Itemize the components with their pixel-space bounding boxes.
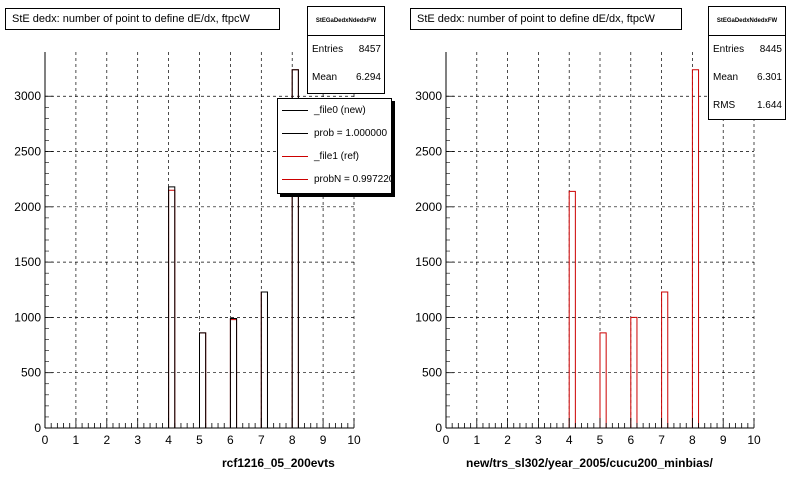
legend-label: prob = 1.000000 [314,128,388,139]
histogram-bar [630,316,638,428]
left-stats-title: StEGaDedxNdedxFW [308,7,384,36]
x-tick-label: 0 [443,433,450,447]
histogram-bar [199,332,207,428]
x-tick-label: 3 [535,433,542,447]
left-stats-mean-label: Mean [312,72,338,83]
histogram-bar [168,189,176,428]
legend-swatch [282,110,308,111]
left-plot-title: StE dedx: number of point to define dE/d… [5,8,280,30]
x-tick-label: 9 [320,433,327,447]
right-stats-mean: Mean 6.301 [709,64,785,92]
x-tick-label: 6 [227,433,234,447]
x-tick-label: 5 [196,433,203,447]
right-stats-mean-value: 6.301 [756,72,782,83]
y-tick-label: 500 [422,366,442,380]
x-tick-label: 1 [473,433,480,447]
legend-item-file0: _file0 (new) [278,99,391,122]
x-tick-label: 1 [73,433,80,447]
x-tick-label: 6 [627,433,634,447]
legend-label: _file1 (ref) [314,151,360,162]
y-tick-label: 1500 [14,255,41,269]
x-tick-label: 2 [504,433,511,447]
histogram-bar [199,332,207,428]
histogram-bar [599,332,607,428]
legend-swatch [282,156,308,157]
left-stats-box: StEGaDedxNdedxFW Entries 8457 Mean 6.294 [307,6,385,94]
x-tick-label: 9 [720,433,727,447]
x-tick-label: 8 [689,433,696,447]
y-tick-label: 1000 [415,310,442,324]
legend-item-file1: _file1 (ref) [278,145,391,168]
right-plot-title: StE dedx: number of point to define dE/d… [410,8,682,30]
legend-item-probn: probN = 0.997220 [278,168,391,191]
left-stats-entries: Entries 8457 [308,36,384,64]
y-tick-label: 2500 [415,145,442,159]
histogram-bar [260,291,268,428]
y-tick-label: 3000 [14,89,41,103]
y-tick-label: 1000 [14,310,41,324]
histogram-bar [568,190,576,428]
legend-label: _file0 (new) [314,105,366,116]
left-x-axis-title: rcf1216_05_200evts [222,456,335,470]
y-tick-label: 3000 [415,89,442,103]
left-stats-entries-label: Entries [312,44,344,55]
y-tick-label: 0 [435,421,442,435]
right-stats-entries-value: 8445 [759,44,782,55]
left-stats-mean-value: 6.294 [355,72,381,83]
legend-swatch [282,179,308,180]
y-tick-label: 0 [34,421,41,435]
x-tick-label: 4 [165,433,172,447]
y-tick-label: 1500 [415,255,442,269]
legend-label: probN = 0.997220 [314,174,392,185]
histogram-bar [229,318,238,428]
left-stats-mean: Mean 6.294 [308,64,384,92]
y-tick-label: 2500 [14,145,41,159]
legend-item-prob: prob = 1.000000 [278,122,391,145]
y-tick-label: 2000 [14,200,41,214]
x-tick-label: 5 [597,433,604,447]
histogram-bar [661,291,669,428]
right-stats-rms-label: RMS [713,100,736,111]
x-tick-label: 0 [42,433,49,447]
left-legend: _file0 (new) prob = 1.000000 _file1 (ref… [277,98,392,194]
histogram-bar [229,319,238,428]
legend-swatch [282,133,308,134]
x-tick-label: 3 [134,433,141,447]
x-tick-label: 4 [566,433,573,447]
x-tick-label: 10 [347,433,361,447]
right-stats-entries: Entries 8445 [709,36,785,64]
right-stats-rms: RMS 1.644 [709,92,785,120]
histogram-bar [260,291,268,428]
right-x-axis-title: new/trs_sl302/year_2005/cucu200_minbias/ [466,456,713,470]
x-tick-label: 7 [658,433,665,447]
right-stats-rms-value: 1.644 [756,100,782,111]
histogram-bar [291,69,299,428]
y-tick-label: 2000 [415,200,442,214]
x-tick-label: 2 [103,433,110,447]
right-stats-entries-label: Entries [713,44,745,55]
histogram-bar [168,186,176,428]
x-tick-label: 8 [289,433,296,447]
left-stats-entries-value: 8457 [358,44,381,55]
plot-panel-2: 0 1 2 3 4 5 6 7 8 9 10 0 500 1000 1500 2000 2500 3000 [415,52,761,447]
histogram-bar [691,69,700,428]
x-tick-label: 7 [258,433,265,447]
right-stats-box: StEGaDedxNdedxFW Entries 8445 Mean 6.301… [708,6,786,120]
right-stats-mean-label: Mean [713,72,739,83]
x-tick-label: 10 [747,433,761,447]
y-tick-label: 500 [21,366,41,380]
right-stats-title: StEGaDedxNdedxFW [709,7,785,36]
